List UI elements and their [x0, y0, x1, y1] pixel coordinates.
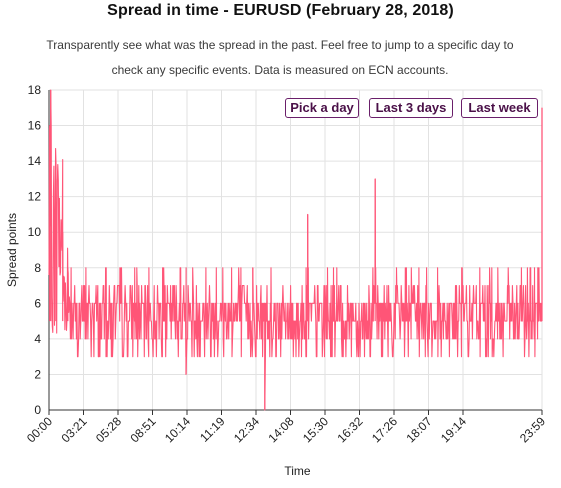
last-week-button[interactable]: Last week [461, 98, 538, 118]
x-tick-label: 03:21 [58, 414, 89, 445]
y-tick-label: 0 [34, 403, 41, 417]
grid-lines [48, 89, 543, 411]
x-tick-label: 18:07 [403, 414, 434, 445]
x-tick-label: 00:00 [24, 414, 55, 445]
y-tick-label: 8 [34, 261, 41, 275]
x-tick-label: 10:14 [162, 414, 193, 445]
spread-line [48, 89, 543, 411]
y-tick-label: 16 [28, 119, 42, 133]
y-tick-label: 14 [28, 154, 42, 168]
chart-subtitle: Transparently see what was the spread in… [46, 38, 514, 77]
spread-chart: 0 2 4 6 8 10 12 14 16 18 00:00 03:21 05:28 08:51 10:14… [5, 83, 548, 478]
pick-a-day-button[interactable]: Pick a day [285, 98, 359, 118]
y-tick-label: 4 [34, 332, 41, 346]
chart-title: Spread in time - EURUSD (February 28, 20… [107, 2, 454, 19]
y-tick-label: 2 [34, 367, 41, 381]
y-tick-label: 12 [28, 190, 42, 204]
x-axis-title: Time [284, 464, 311, 478]
x-tick-label: 05:28 [93, 414, 124, 445]
last-3-days-button[interactable]: Last 3 days [369, 98, 453, 118]
axes [48, 90, 543, 415]
series-spread [48, 89, 543, 411]
y-tick-label: 6 [34, 296, 41, 310]
x-tick-label: 14:08 [265, 414, 296, 445]
x-tick-label: 17:26 [369, 414, 400, 445]
x-tick-label: 12:34 [231, 414, 262, 445]
y-axis-title: Spread points [5, 213, 19, 287]
y-tick-label: 18 [28, 83, 42, 97]
x-tick-label: 11:19 [197, 414, 228, 445]
x-tick-label: 23:59 [517, 414, 548, 445]
x-tick-label: 16:32 [334, 414, 365, 445]
x-tick-label: 08:51 [127, 414, 158, 445]
y-tick-label: 10 [28, 225, 42, 239]
x-tick-label: 15:30 [300, 414, 331, 445]
x-tick-label: 19:14 [438, 414, 469, 445]
